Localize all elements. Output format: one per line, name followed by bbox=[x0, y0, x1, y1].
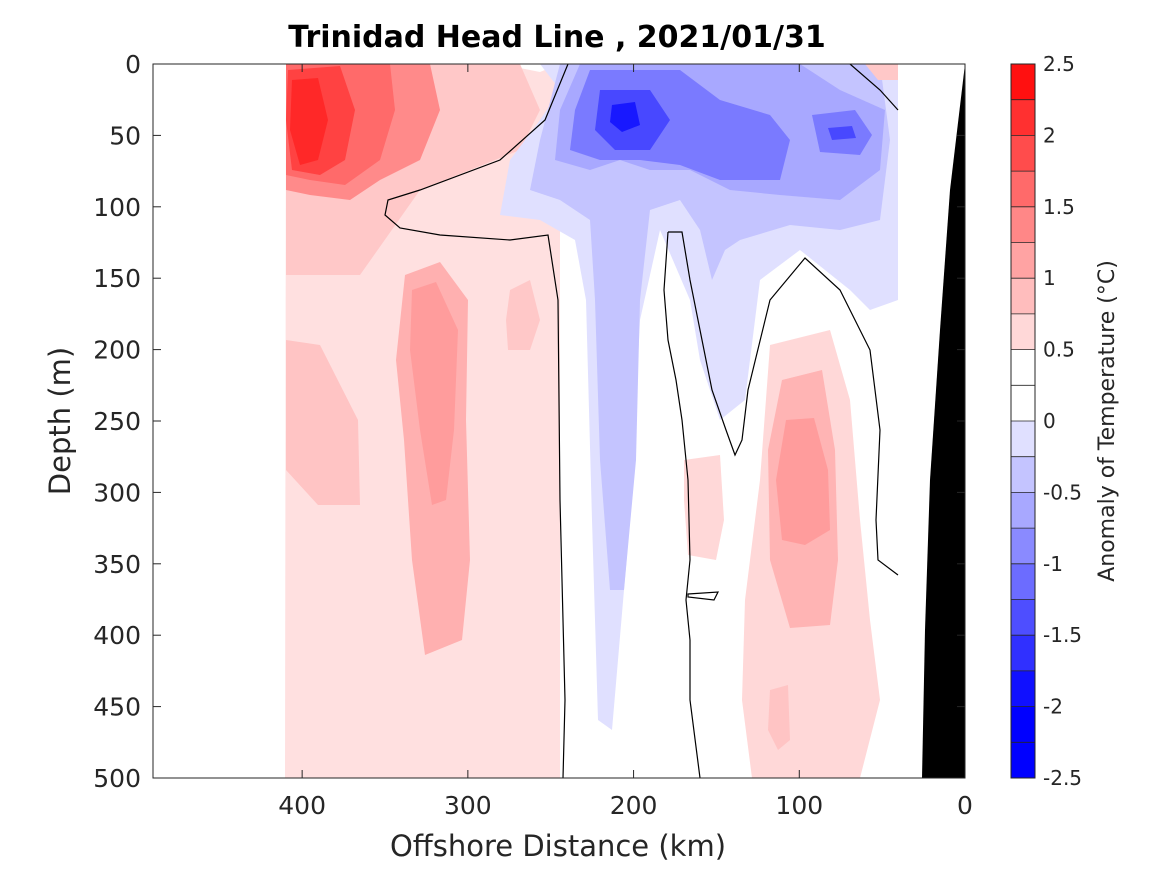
colorbar-segment bbox=[1011, 456, 1035, 493]
contour-warm-small-120 bbox=[684, 455, 724, 560]
colorbar-segment bbox=[1011, 99, 1035, 136]
contour-warm-surface-east bbox=[865, 64, 898, 80]
x-axis: 400 300 200 100 0 bbox=[278, 64, 973, 820]
colorbar-tick-label: -2.5 bbox=[1043, 766, 1082, 790]
colorbar-segment bbox=[1011, 563, 1035, 600]
zero-contour-small-loop bbox=[687, 591, 720, 601]
colorbar-segment bbox=[1011, 313, 1035, 350]
y-axis: 0 50 100 150 200 250 300 350 400 450 500 bbox=[93, 50, 965, 793]
contour-warm-small-right bbox=[506, 280, 540, 350]
colorbar-segment bbox=[1011, 206, 1035, 243]
x-tick-label: 400 bbox=[278, 791, 326, 820]
colorbar-segment bbox=[1011, 706, 1035, 743]
y-tick-label: 300 bbox=[93, 478, 141, 507]
x-tick-label: 200 bbox=[610, 791, 658, 820]
y-tick-label: 100 bbox=[93, 193, 141, 222]
colorbar-tick-label: -2 bbox=[1043, 695, 1063, 719]
colorbar-tick-label: 1.5 bbox=[1043, 195, 1075, 219]
chart-title: Trinidad Head Line , 2021/01/31 bbox=[288, 20, 825, 55]
x-tick-label: 0 bbox=[957, 791, 973, 820]
colorbar-segment bbox=[1011, 742, 1035, 778]
y-tick-label: 350 bbox=[93, 550, 141, 579]
colorbar-tick-label: 0 bbox=[1043, 409, 1056, 433]
colorbar-tick-label: 2 bbox=[1043, 123, 1056, 147]
colorbar-segment bbox=[1011, 670, 1035, 707]
zero-contour-offshore bbox=[384, 64, 569, 778]
colorbar-segment bbox=[1011, 242, 1035, 279]
x-tick-label: 300 bbox=[444, 791, 492, 820]
colorbar-segment bbox=[1011, 278, 1035, 314]
anomaly-field bbox=[285, 64, 898, 778]
colorbar-segment bbox=[1011, 635, 1035, 671]
contour-cold-center bbox=[610, 102, 640, 132]
x-tick-label: 100 bbox=[775, 791, 823, 820]
y-tick-label: 150 bbox=[93, 264, 141, 293]
colorbar-label: Anomaly of Temperature (°C) bbox=[1095, 260, 1120, 582]
y-tick-label: 450 bbox=[93, 693, 141, 722]
colorbar-segment bbox=[1011, 599, 1035, 636]
contour-warm-column-100-core bbox=[776, 418, 830, 545]
colorbar-tick-label: 1 bbox=[1043, 266, 1056, 290]
colorbar-segment bbox=[1011, 135, 1035, 172]
colorbar-segment bbox=[1011, 64, 1035, 100]
colorbar-tick-label: -0.5 bbox=[1043, 480, 1082, 504]
colorbar-segment bbox=[1011, 171, 1035, 207]
colorbar-segment bbox=[1011, 492, 1035, 529]
contour-warm-column-320-core bbox=[410, 282, 458, 505]
contour-cold-east-center bbox=[828, 126, 856, 140]
y-tick-label: 200 bbox=[93, 336, 141, 365]
colorbar-segment bbox=[1011, 349, 1035, 386]
y-tick-label: 500 bbox=[93, 764, 141, 793]
colorbar-tick-label: -1.5 bbox=[1043, 623, 1082, 647]
zero-contour-lines bbox=[384, 64, 899, 778]
colorbar-tick-label: 2.5 bbox=[1043, 52, 1075, 76]
colorbar-segment bbox=[1011, 528, 1035, 564]
colorbar-tick-label: 0.5 bbox=[1043, 338, 1075, 362]
x-axis-label: Offshore Distance (km) bbox=[390, 829, 726, 863]
contour-warm-deep-120 bbox=[768, 685, 790, 750]
y-axis-label: Depth (m) bbox=[43, 347, 77, 495]
contour-warm-left-lobe bbox=[286, 340, 360, 505]
plot-area bbox=[152, 63, 966, 779]
y-tick-label: 50 bbox=[109, 121, 141, 150]
colorbar-segment bbox=[1011, 421, 1035, 457]
colorbar: 2.5 2 1.5 1 0.5 0 -0.5 -1 -1.5 -2 -2.5 bbox=[1010, 52, 1082, 790]
contour-red-center bbox=[290, 78, 328, 165]
colorbar-tick-label: -1 bbox=[1043, 552, 1063, 576]
y-tick-label: 250 bbox=[93, 407, 141, 436]
y-tick-label: 400 bbox=[93, 621, 141, 650]
zero-contour-central bbox=[668, 231, 899, 576]
y-tick-label: 0 bbox=[125, 50, 141, 79]
zero-contour-left-of-central bbox=[663, 231, 701, 778]
colorbar-frame bbox=[1010, 63, 1036, 779]
colorbar-segment bbox=[1011, 385, 1035, 421]
land-mask bbox=[922, 64, 965, 778]
zero-contour-east-surface bbox=[849, 64, 899, 111]
